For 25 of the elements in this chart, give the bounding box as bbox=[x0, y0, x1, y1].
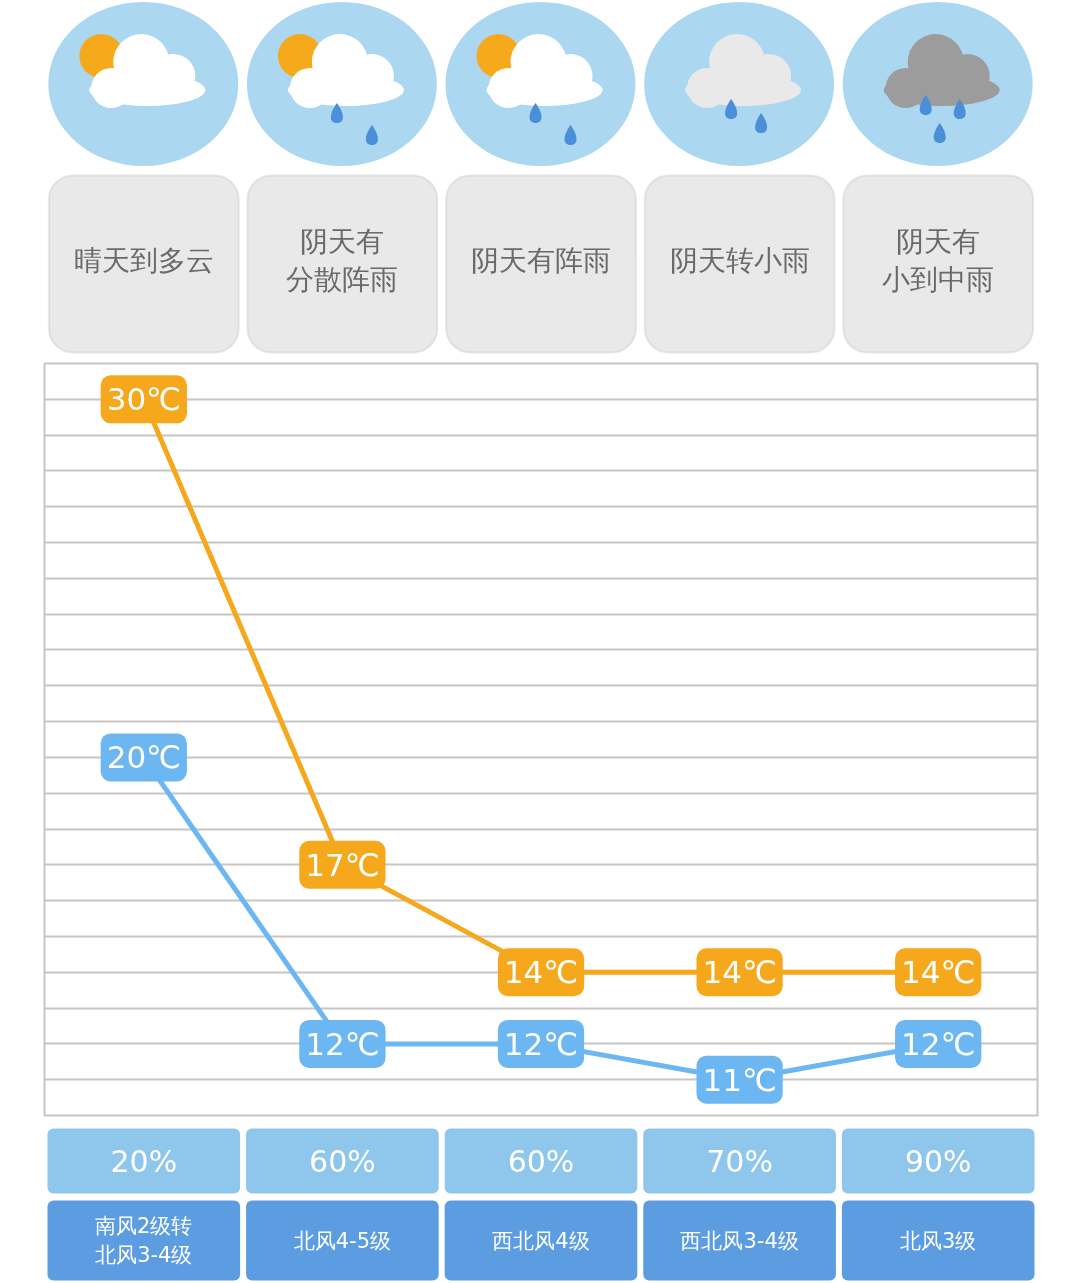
x-tick-label: 阴天转小雨 bbox=[669, 244, 810, 277]
text: 北风3级 bbox=[900, 1228, 977, 1253]
data-label: 12℃ bbox=[305, 1025, 380, 1062]
text: 北风4-5级 bbox=[293, 1228, 392, 1253]
text: 西北风4级 bbox=[492, 1228, 590, 1253]
data-label: 14℃ bbox=[503, 954, 579, 991]
data-label: 14℃ bbox=[901, 954, 976, 991]
data-label: 20℃ bbox=[106, 739, 181, 776]
data-label: 11℃ bbox=[702, 1061, 777, 1098]
data-label: 30℃ bbox=[106, 381, 181, 418]
x-tick-label: 阴天有分散阵雨 bbox=[286, 225, 399, 296]
text: 70% bbox=[706, 1144, 773, 1179]
text: 90% bbox=[904, 1144, 972, 1179]
text: 60% bbox=[507, 1144, 575, 1179]
x-tick-label: 阴天有阵雨 bbox=[471, 244, 611, 277]
x-tick-label: 阴天有小到中雨 bbox=[882, 225, 995, 296]
x-tick-label: 晴天到多云 bbox=[73, 244, 214, 277]
data-label: 17℃ bbox=[305, 846, 380, 883]
data-label: 12℃ bbox=[901, 1025, 976, 1062]
text: 20% bbox=[110, 1144, 178, 1179]
data-label: 14℃ bbox=[702, 954, 777, 991]
text: 南风2级转北风3-4级 bbox=[95, 1214, 193, 1267]
text: 西北风3-4级 bbox=[680, 1228, 799, 1253]
data-label: 12℃ bbox=[503, 1025, 579, 1062]
text: 60% bbox=[309, 1144, 376, 1179]
